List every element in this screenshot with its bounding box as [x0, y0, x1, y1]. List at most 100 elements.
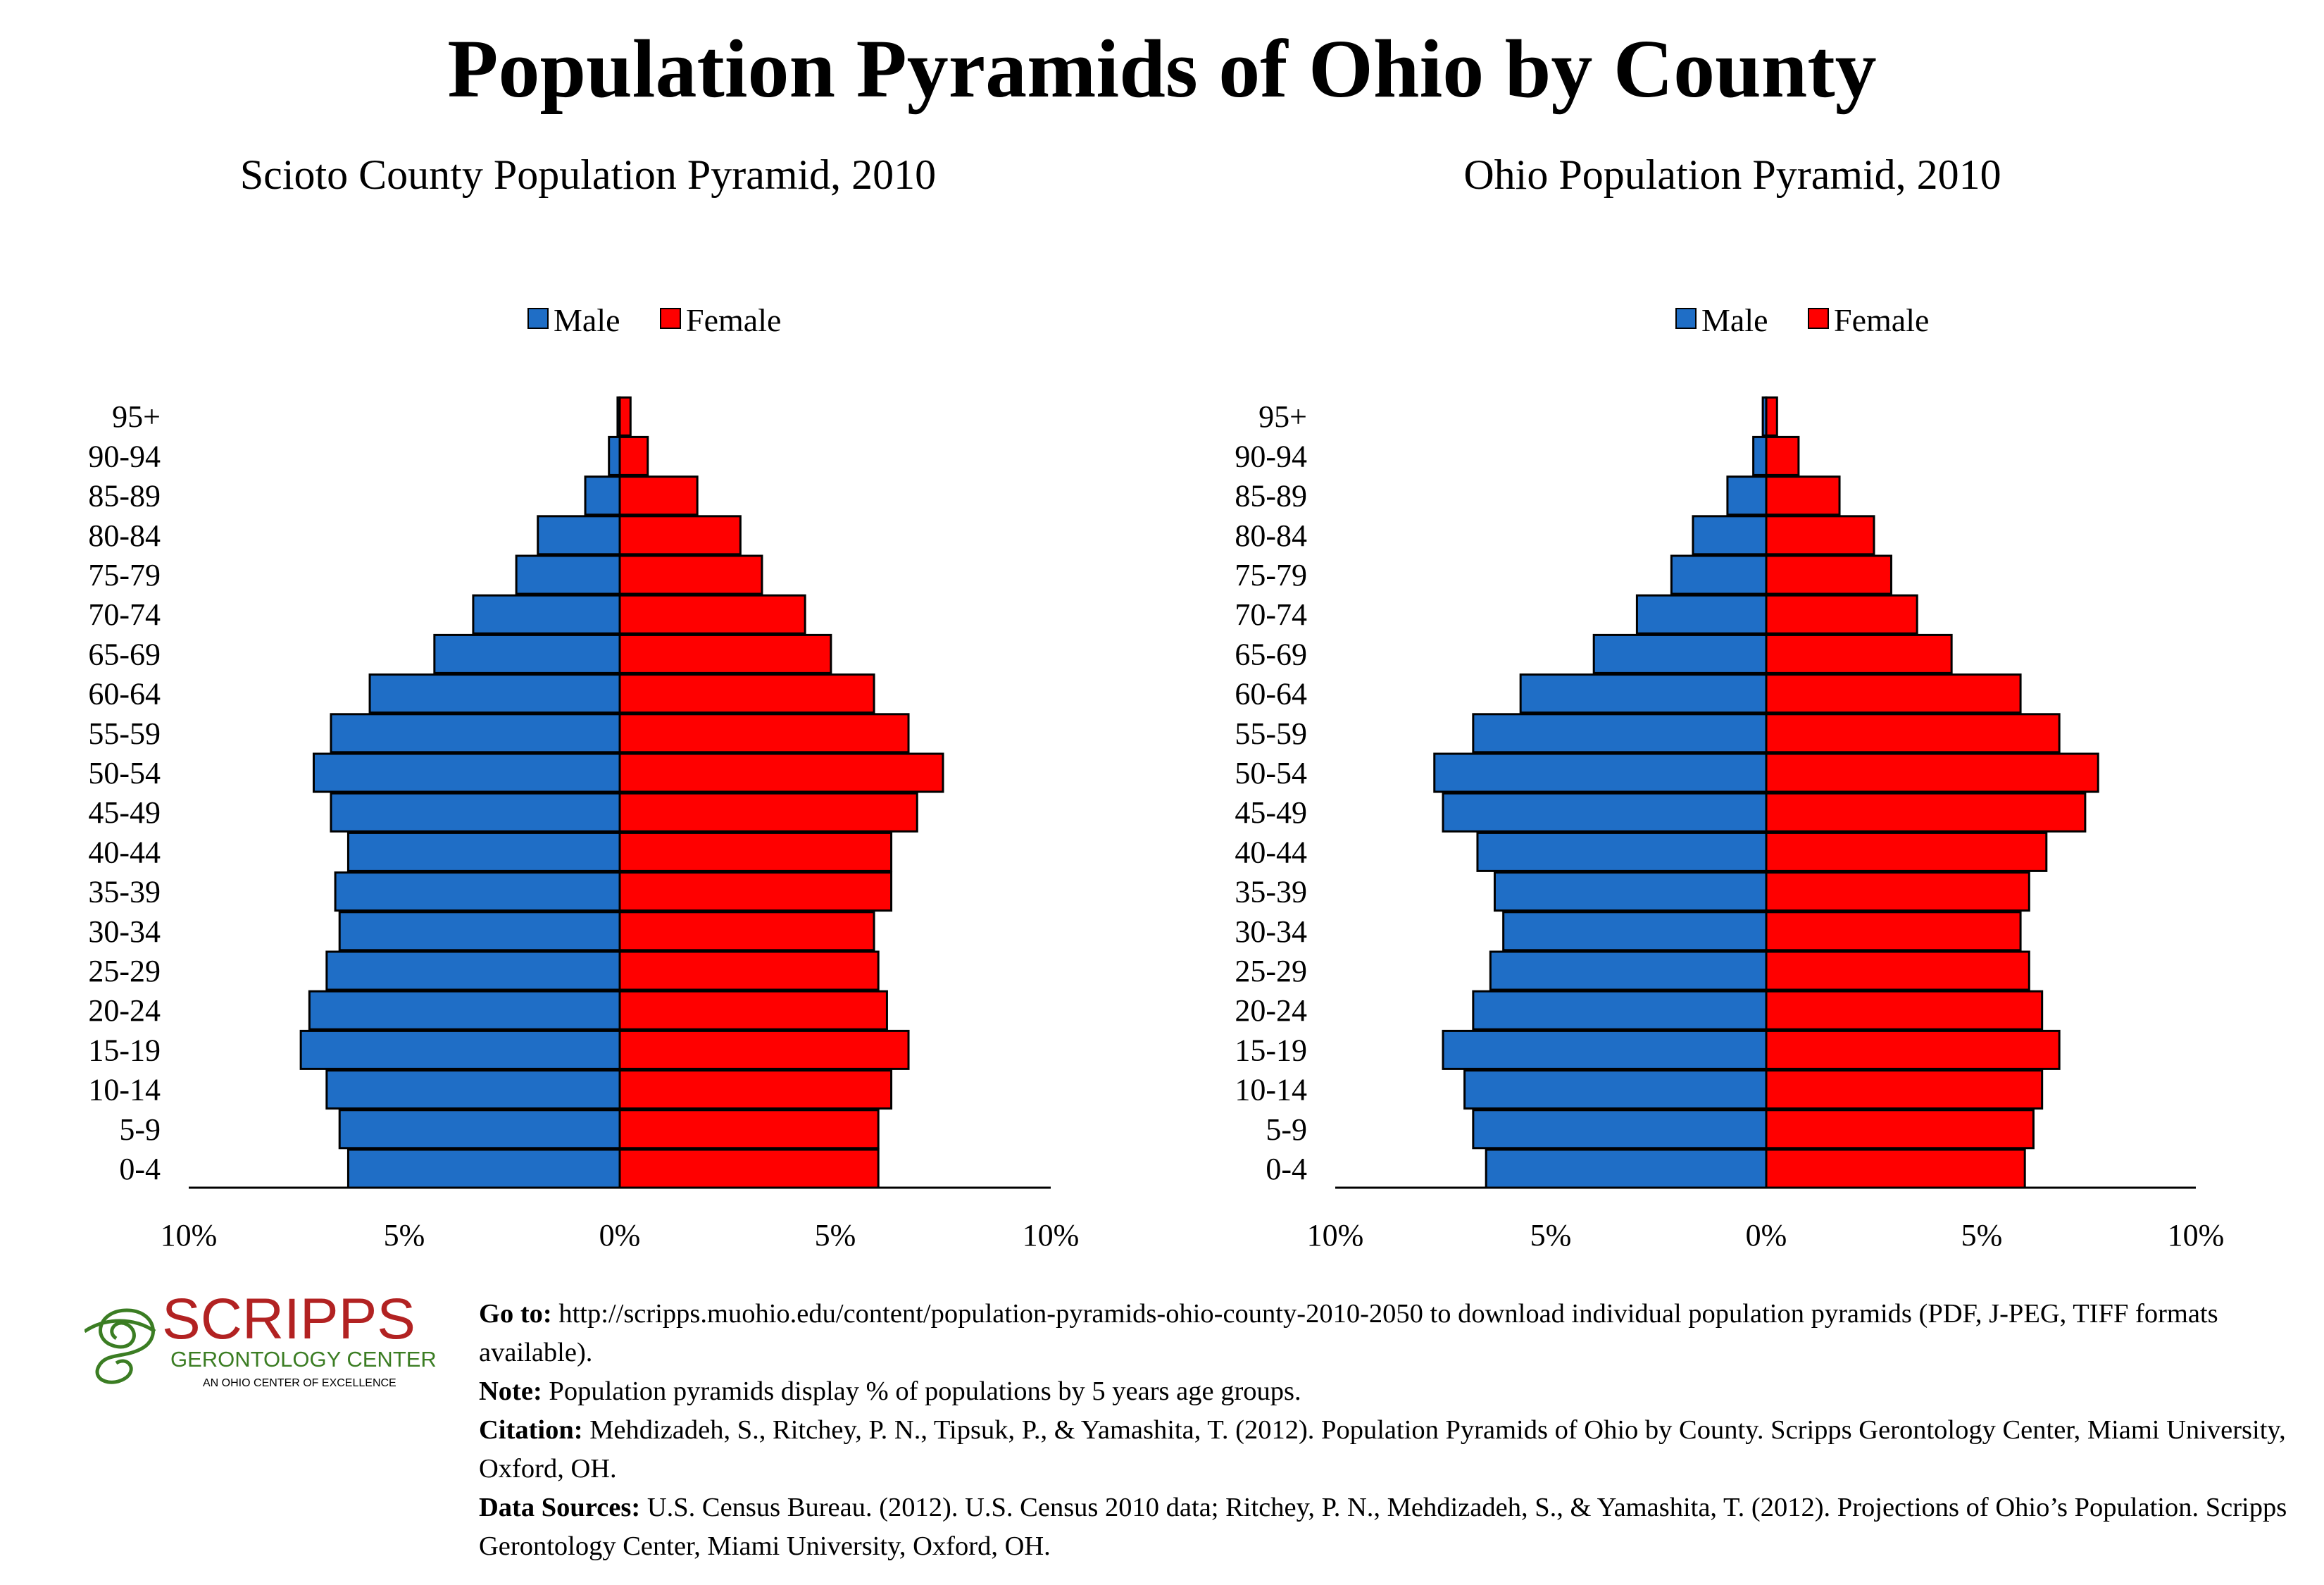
bar-male — [1463, 1069, 1768, 1110]
bar-male — [1670, 554, 1768, 595]
bar-male — [1519, 673, 1768, 714]
legend-label-female: Female — [686, 302, 781, 338]
bar-female — [1765, 476, 1841, 516]
footer-note-text: Population pyramids display % of populat… — [542, 1376, 1301, 1406]
age-group-label: 75-79 — [1235, 558, 1307, 592]
bar-male — [330, 713, 621, 754]
bar-female — [618, 1069, 893, 1110]
legend-label-female: Female — [1834, 302, 1929, 338]
bar-female — [618, 594, 806, 635]
age-group-label: 50-54 — [1235, 756, 1307, 790]
bar-male — [330, 792, 621, 833]
bar-female — [618, 871, 893, 912]
age-group-label: 5-9 — [1266, 1112, 1307, 1147]
x-tick-label: 5% — [1961, 1218, 2003, 1253]
bar-male — [325, 950, 621, 991]
bar-female — [1765, 673, 2022, 714]
x-tick-label: 5% — [384, 1218, 425, 1253]
bar-female — [1765, 990, 2044, 1031]
x-tick-label: 10% — [1307, 1218, 1364, 1253]
bar-male — [346, 831, 621, 872]
age-group-label: 25-29 — [1235, 954, 1307, 988]
x-tick-label: 0% — [599, 1218, 641, 1253]
age-group-label: 70-74 — [1235, 597, 1307, 632]
age-group-label: 55-59 — [88, 716, 161, 751]
bar-female — [618, 1148, 880, 1189]
bar-female — [1765, 515, 1875, 556]
age-group-label: 0-4 — [119, 1152, 161, 1186]
bar-male — [515, 554, 621, 595]
age-group-label: 30-34 — [1235, 914, 1307, 949]
footer-sources: Data Sources: U.S. Census Bureau. (2012)… — [479, 1488, 2310, 1566]
age-group-label: 85-89 — [1235, 479, 1307, 514]
age-group-label: 20-24 — [88, 993, 161, 1028]
scripps-logo: SCRIPPS GERONTOLOGY CENTER AN OHIO CENTE… — [85, 1289, 437, 1389]
bar-female — [1765, 435, 1800, 476]
bar-male — [1635, 594, 1768, 635]
legend-label-male: Male — [554, 302, 620, 338]
page-title: Population Pyramids of Ohio by County — [447, 23, 1877, 115]
chart-subtitle: Scioto County Population Pyramid, 2010 — [240, 151, 936, 198]
bar-female — [1765, 950, 2030, 991]
bar-male — [1752, 435, 1768, 476]
logo-tagline: AN OHIO CENTER OF EXCELLENCE — [203, 1377, 396, 1389]
bar-male — [472, 594, 621, 635]
bar-male — [1502, 911, 1768, 952]
footer-note-label: Note: — [479, 1376, 542, 1406]
bar-female — [618, 792, 918, 833]
age-group-label: 75-79 — [88, 558, 161, 592]
age-group-label: 35-39 — [1235, 875, 1307, 909]
logo-wordmark: SCRIPPS — [162, 1289, 416, 1351]
legend-swatch-female — [1808, 308, 1829, 329]
age-group-label: 80-84 — [88, 518, 161, 553]
bar-male — [1472, 1109, 1768, 1150]
bar-male — [299, 1029, 621, 1070]
age-group-label: 30-34 — [88, 914, 161, 949]
bar-male — [584, 476, 621, 516]
bar-female — [618, 435, 649, 476]
footer-note: Note: Population pyramids display % of p… — [479, 1372, 2310, 1411]
bar-female — [1765, 871, 2030, 912]
bar-male — [368, 673, 621, 714]
footer-goto-label: Go to: — [479, 1299, 552, 1329]
age-group-label: 10-14 — [1235, 1073, 1307, 1107]
bar-male — [1472, 990, 1768, 1031]
footer-citation-label: Citation: — [479, 1415, 583, 1445]
bar-male — [1726, 476, 1768, 516]
x-tick-label: 5% — [1530, 1218, 1572, 1253]
bar-male — [1472, 713, 1768, 754]
bar-male — [433, 633, 621, 674]
age-group-label: 50-54 — [88, 756, 161, 790]
bar-female — [618, 990, 888, 1031]
bar-male — [334, 871, 621, 912]
x-tick-label: 10% — [161, 1218, 218, 1253]
age-group-label: 55-59 — [1235, 716, 1307, 751]
age-group-label: 85-89 — [88, 479, 161, 514]
bar-male — [1442, 1029, 1768, 1070]
age-group-label: 60-64 — [88, 677, 161, 711]
bar-male — [312, 752, 621, 793]
bar-female — [1765, 713, 2061, 754]
bar-male — [346, 1148, 621, 1189]
age-group-label: 60-64 — [1235, 677, 1307, 711]
legend-label-male: Male — [1701, 302, 1768, 338]
bar-male — [608, 435, 621, 476]
bar-male — [1592, 633, 1768, 674]
x-tick-label: 5% — [815, 1218, 856, 1253]
legend-swatch-male — [1675, 308, 1697, 329]
footer-goto-text: http://scripps.muohio.edu/content/popula… — [479, 1299, 2218, 1367]
bar-female — [618, 911, 875, 952]
bar-female — [1765, 792, 2087, 833]
bar-female — [1765, 1069, 2044, 1110]
bar-female — [1765, 1109, 2035, 1150]
bar-female — [618, 831, 893, 872]
bar-female — [618, 633, 832, 674]
bar-female — [618, 515, 742, 556]
legend-swatch-male — [527, 308, 549, 329]
footer-citation: Citation: Mehdizadeh, S., Ritchey, P. N.… — [479, 1411, 2310, 1488]
bar-female — [618, 554, 763, 595]
bar-female — [618, 673, 875, 714]
age-group-label: 20-24 — [1235, 993, 1307, 1028]
bar-female — [618, 950, 880, 991]
bar-female — [1765, 1029, 2061, 1070]
